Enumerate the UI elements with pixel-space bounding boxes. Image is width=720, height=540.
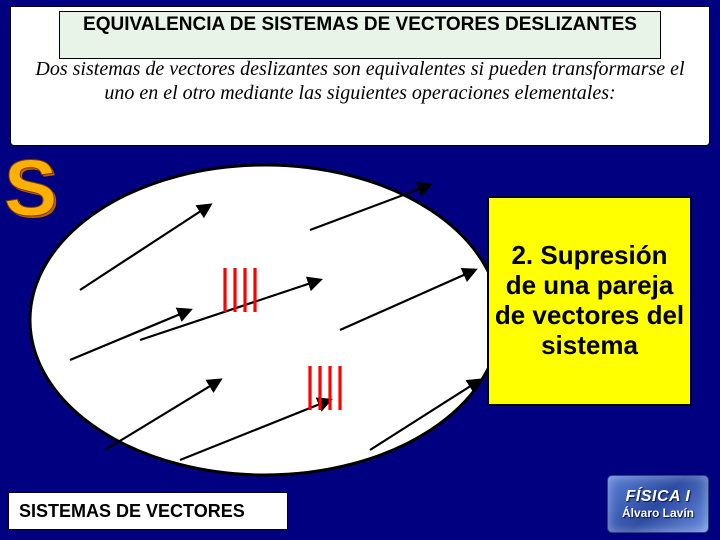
vector-system-diagram — [10, 150, 530, 480]
footer-label: SISTEMAS DE VECTORES — [8, 492, 288, 530]
logo-title: FÍSICA I — [626, 488, 691, 506]
operation-rule-box: 2. Supresión de una pareja de vectores d… — [487, 196, 692, 406]
logo-author: Álvaro Lavín — [622, 506, 694, 520]
definition-text: Dos sistemas de vectores deslizantes son… — [23, 53, 697, 105]
header-panel: EQUIVALENCIA DE SISTEMAS DE VECTORES DES… — [10, 6, 710, 146]
slide-title: EQUIVALENCIA DE SISTEMAS DE VECTORES DES… — [59, 11, 661, 59]
course-logo: FÍSICA I Álvaro Lavín — [608, 476, 708, 532]
